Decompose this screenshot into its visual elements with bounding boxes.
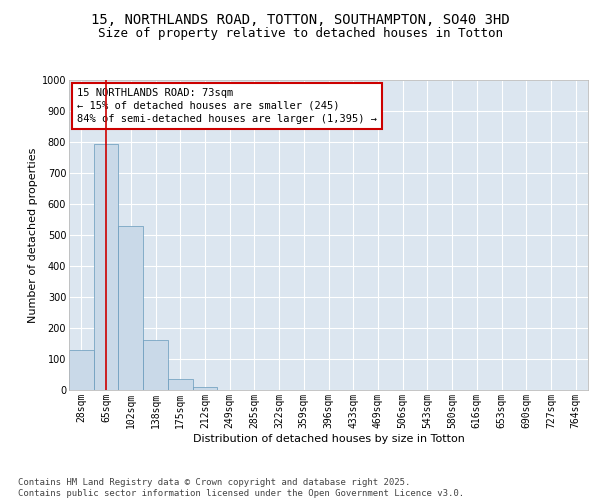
Bar <box>143 340 168 390</box>
Bar <box>193 387 217 390</box>
Bar <box>69 350 94 390</box>
Bar <box>118 226 143 390</box>
Text: Contains HM Land Registry data © Crown copyright and database right 2025.
Contai: Contains HM Land Registry data © Crown c… <box>18 478 464 498</box>
Text: Size of property relative to detached houses in Totton: Size of property relative to detached ho… <box>97 28 503 40</box>
Text: 15, NORTHLANDS ROAD, TOTTON, SOUTHAMPTON, SO40 3HD: 15, NORTHLANDS ROAD, TOTTON, SOUTHAMPTON… <box>91 12 509 26</box>
Y-axis label: Number of detached properties: Number of detached properties <box>28 148 38 322</box>
X-axis label: Distribution of detached houses by size in Totton: Distribution of detached houses by size … <box>193 434 464 444</box>
Bar <box>168 379 193 390</box>
Bar <box>94 144 118 390</box>
Text: 15 NORTHLANDS ROAD: 73sqm
← 15% of detached houses are smaller (245)
84% of semi: 15 NORTHLANDS ROAD: 73sqm ← 15% of detac… <box>77 88 377 124</box>
